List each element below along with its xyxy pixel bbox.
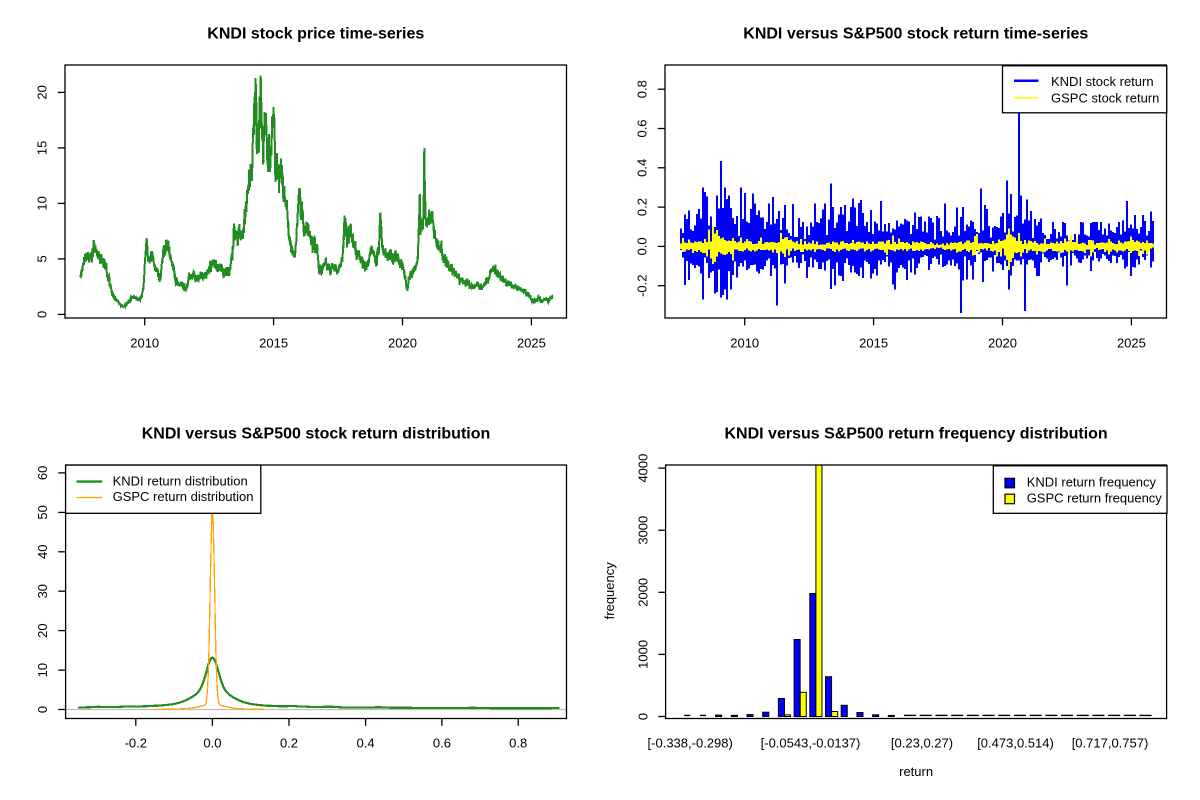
svg-text:20: 20: [35, 85, 50, 99]
svg-text:GSPC return frequency: GSPC return frequency: [1027, 491, 1163, 506]
svg-text:2020: 2020: [988, 336, 1017, 351]
svg-text:frequency: frequency: [602, 562, 617, 620]
svg-text:[-0.338,-0.298): [-0.338,-0.298): [648, 736, 733, 751]
svg-text:0.0: 0.0: [635, 237, 650, 255]
svg-text:[-0.0543,-0.0137): [-0.0543,-0.0137): [761, 736, 861, 751]
svg-text:1000: 1000: [636, 640, 651, 669]
svg-text:0: 0: [35, 706, 50, 713]
svg-text:KNDI return distribution: KNDI return distribution: [113, 473, 248, 488]
svg-text:2025: 2025: [1117, 336, 1146, 351]
svg-text:2015: 2015: [259, 336, 288, 351]
svg-text:2010: 2010: [130, 336, 159, 351]
svg-text:10: 10: [35, 196, 50, 210]
svg-text:0: 0: [35, 311, 50, 318]
svg-text:KNDI versus S&P500 stock retur: KNDI versus S&P500 stock return time-ser…: [743, 26, 1088, 43]
svg-text:0.6: 0.6: [635, 119, 650, 137]
svg-text:[0.717,0.757): [0.717,0.757): [1072, 736, 1149, 751]
svg-text:KNDI versus S&P500 stock retur: KNDI versus S&P500 stock return distribu…: [142, 426, 491, 443]
svg-text:0.2: 0.2: [635, 198, 650, 216]
svg-text:50: 50: [35, 505, 50, 519]
svg-text:15: 15: [35, 141, 50, 155]
svg-text:20: 20: [35, 623, 50, 637]
svg-text:0: 0: [636, 713, 651, 720]
svg-text:30: 30: [35, 584, 50, 598]
svg-text:0.8: 0.8: [635, 80, 650, 98]
svg-text:3000: 3000: [636, 516, 651, 545]
svg-text:2025: 2025: [517, 336, 546, 351]
svg-text:[0.473,0.514): [0.473,0.514): [977, 736, 1054, 751]
svg-text:KNDI versus S&P500 return freq: KNDI versus S&P500 return frequency dist…: [724, 426, 1107, 443]
svg-text:2020: 2020: [388, 336, 417, 351]
svg-text:-0.2: -0.2: [125, 736, 147, 751]
svg-text:2015: 2015: [859, 336, 888, 351]
svg-text:return: return: [899, 764, 933, 779]
svg-text:[0.23,0.27): [0.23,0.27): [891, 736, 953, 751]
svg-text:10: 10: [35, 663, 50, 677]
svg-text:0.0: 0.0: [203, 736, 221, 751]
svg-text:2000: 2000: [636, 578, 651, 607]
svg-text:60: 60: [35, 466, 50, 480]
svg-text:-0.2: -0.2: [635, 274, 650, 296]
svg-text:4000: 4000: [636, 454, 651, 483]
svg-text:0.8: 0.8: [509, 736, 527, 751]
svg-text:GSPC stock return: GSPC stock return: [1051, 91, 1159, 106]
svg-text:5: 5: [35, 255, 50, 262]
svg-text:KNDI stock price time-series: KNDI stock price time-series: [207, 26, 424, 43]
svg-text:GSPC return distribution: GSPC return distribution: [113, 489, 254, 504]
svg-text:0.4: 0.4: [635, 159, 650, 177]
svg-text:0.6: 0.6: [433, 736, 451, 751]
svg-text:KNDI stock return: KNDI stock return: [1051, 74, 1154, 89]
svg-text:0.2: 0.2: [280, 736, 298, 751]
svg-text:KNDI return frequency: KNDI return frequency: [1027, 475, 1157, 490]
svg-text:40: 40: [35, 545, 50, 559]
svg-text:2010: 2010: [730, 336, 759, 351]
svg-text:0.4: 0.4: [357, 736, 375, 751]
